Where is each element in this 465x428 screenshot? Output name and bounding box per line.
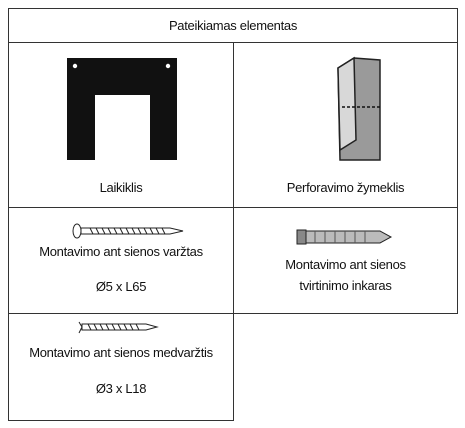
item-label: Laikiklis [99,180,143,195]
item-label: Montavimo ant sienos medvaržtis [29,345,213,360]
item-label: Montavimo ant sienos [285,257,406,272]
item-label: Montavimo ant sienos varžtas [39,244,203,259]
item-size: Ø3 x L18 [95,381,147,396]
template-icon [337,56,381,161]
anchor-icon [296,229,393,245]
bracket-hole [72,63,78,69]
wood-screw-icon [78,321,159,334]
item-label: Perforavimo žymeklis [286,180,405,195]
screw-icon [72,223,184,239]
item-cell: Montavimo ant sienos medvaržtis Ø3 x L18 [8,313,234,421]
item-size: Ø5 x L65 [95,279,147,294]
item-label: tvirtinimo inkaras [299,278,392,293]
item-cell: Montavimo ant sienos tvirtinimo inkaras [233,207,458,314]
bracket-icon [67,58,177,160]
bracket-hole [165,63,171,69]
table-title: Pateikiamas elementas [168,18,298,33]
